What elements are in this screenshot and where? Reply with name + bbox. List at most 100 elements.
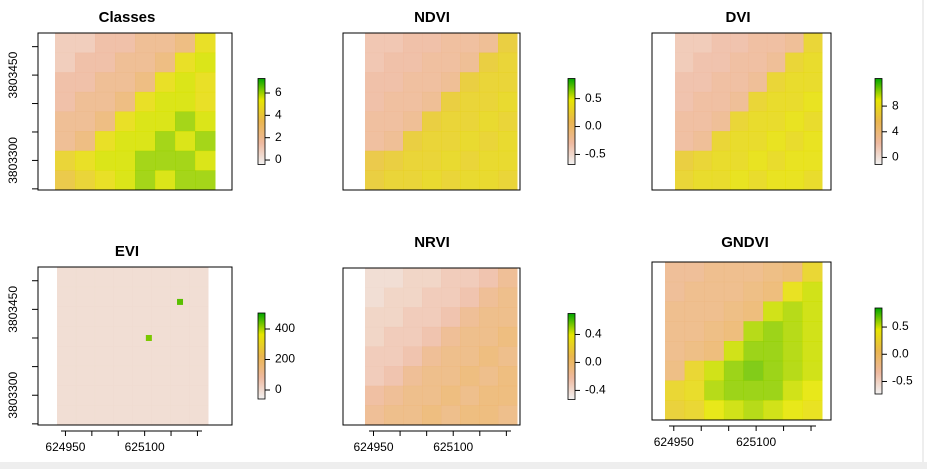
plot-frame: [651, 261, 832, 421]
raster-cell: [135, 150, 156, 171]
raster-cell: [55, 170, 76, 191]
raster-cell: [113, 405, 133, 426]
raster-cell: [384, 52, 404, 73]
raster-cell: [479, 111, 499, 132]
raster-cell: [479, 385, 499, 406]
legend-tick-label: 0.0: [585, 119, 602, 133]
raster-cell: [95, 111, 116, 132]
raster-cell: [479, 131, 499, 152]
raster-cell: [422, 111, 442, 132]
raster-cell: [785, 72, 805, 93]
raster-cell: [75, 306, 96, 327]
raster-cell: [460, 366, 480, 387]
raster-cell: [723, 380, 744, 401]
raster-cell: [403, 131, 423, 152]
x-tick-label: 625100: [433, 440, 473, 454]
raster-cell: [498, 33, 518, 54]
raster-cell: [802, 380, 823, 401]
raster-cell: [365, 268, 385, 289]
raster-cell: [460, 150, 480, 171]
raster-cell: [57, 326, 77, 347]
legend-tick-label: 0: [892, 150, 899, 164]
raster-cell: [498, 385, 518, 406]
raster-cell: [422, 287, 442, 308]
raster-cell: [693, 91, 713, 112]
raster-cell: [723, 400, 744, 421]
raster-cell: [748, 91, 768, 112]
raster-cell: [422, 52, 442, 73]
raster-point: [177, 298, 184, 305]
raster-cell: [460, 287, 480, 308]
raster-cell: [151, 326, 171, 347]
raster-cell: [693, 33, 713, 54]
raster-cell: [75, 326, 96, 347]
raster-cell: [803, 52, 823, 73]
raster-cell: [115, 170, 136, 191]
raster-cell: [384, 307, 404, 328]
raster-cell: [195, 111, 216, 132]
raster-cell: [113, 267, 133, 288]
raster-cell: [403, 268, 423, 289]
raster-cell: [57, 405, 77, 426]
raster-cell: [155, 72, 176, 93]
raster-cell: [55, 150, 76, 171]
raster-cell: [113, 365, 133, 386]
raster-cell: [730, 33, 749, 54]
raster-cell: [782, 301, 803, 322]
raster-cell: [189, 385, 209, 406]
raster-cell: [803, 33, 823, 54]
raster-cell: [170, 346, 190, 367]
raster-cell: [763, 380, 784, 401]
raster-cell: [498, 307, 518, 328]
raster-cell: [403, 52, 423, 73]
raster-cell: [151, 405, 171, 426]
raster-cell: [135, 170, 156, 191]
raster-cell: [803, 170, 823, 191]
raster-cell: [684, 341, 705, 362]
raster-cell: [384, 170, 404, 191]
raster-cell: [75, 385, 96, 406]
raster-cell: [766, 150, 786, 171]
raster-cell: [170, 267, 190, 288]
raster-cell: [135, 52, 156, 73]
raster-cell: [170, 385, 190, 406]
raster-cell: [115, 91, 136, 112]
raster-cell: [170, 326, 190, 347]
raster-cell: [802, 301, 823, 322]
raster-cell: [782, 400, 803, 421]
legend-tick-label: 4: [892, 124, 899, 138]
raster-cell: [675, 131, 694, 152]
raster-cell: [189, 267, 209, 288]
raster-cell: [75, 346, 96, 367]
raster-cell: [693, 150, 713, 171]
raster-cell: [498, 91, 518, 112]
raster-cell: [723, 262, 744, 283]
raster-cell: [135, 91, 156, 112]
raster-cell: [766, 33, 786, 54]
raster-cell: [132, 267, 152, 288]
raster-cell: [441, 346, 461, 367]
raster-cell: [802, 341, 823, 362]
raster-cell: [711, 33, 731, 54]
legend-tick-label: -0.5: [585, 147, 606, 161]
raster-cell: [94, 306, 115, 327]
raster-cell: [441, 326, 461, 347]
raster-cell: [403, 405, 423, 426]
panel-title: NDVI: [414, 9, 450, 26]
raster-cell: [422, 405, 442, 426]
raster-cell: [384, 131, 404, 152]
raster-point: [145, 334, 152, 341]
raster-cell: [189, 346, 209, 367]
raster-cell: [675, 111, 694, 132]
raster-cell: [151, 346, 171, 367]
raster-cell: [704, 341, 725, 362]
raster-cell: [748, 52, 768, 73]
raster-cell: [743, 281, 764, 302]
raster-cell: [132, 405, 152, 426]
raster-cell: [132, 385, 152, 406]
raster-cell: [422, 268, 442, 289]
raster-cell: [384, 346, 404, 367]
raster-cell: [460, 131, 480, 152]
raster-cell: [403, 170, 423, 191]
panel-title: EVI: [115, 243, 139, 260]
